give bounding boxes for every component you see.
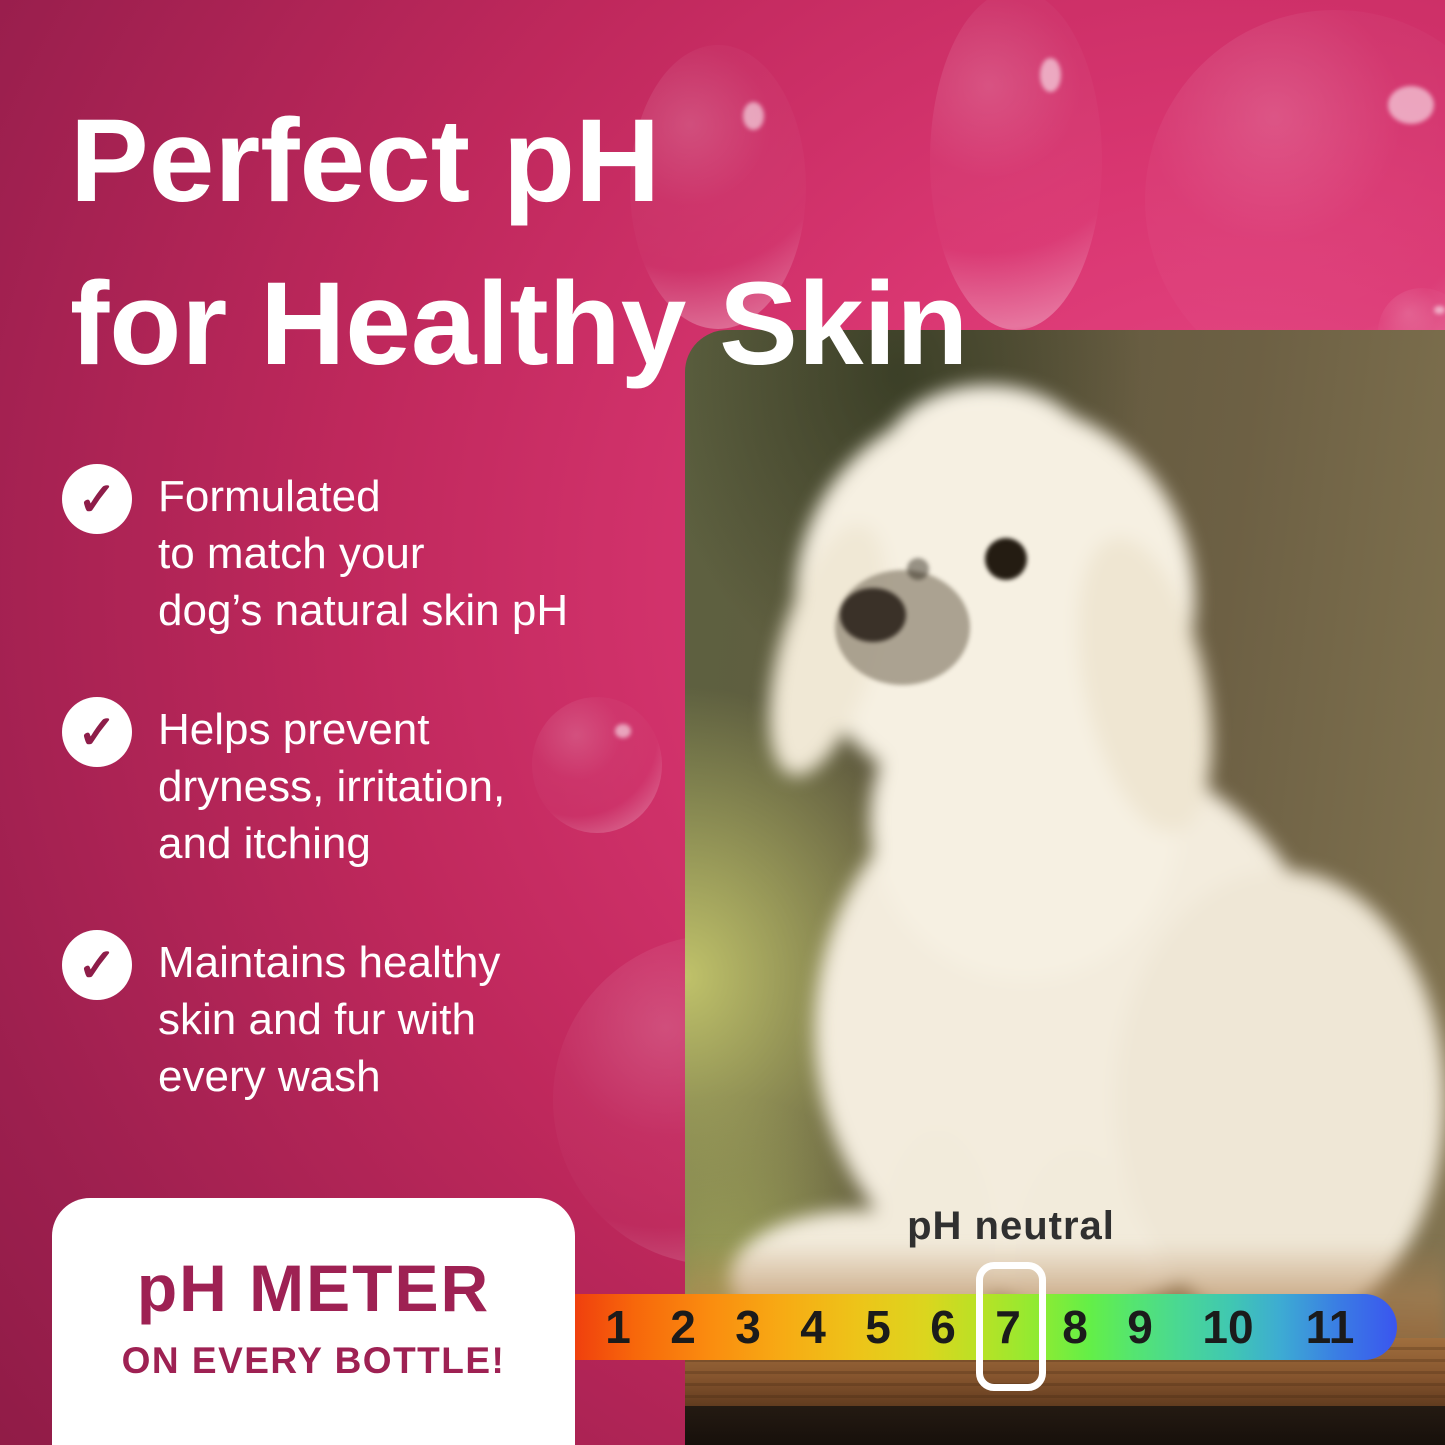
ph-scale-number: 8	[1062, 1301, 1088, 1353]
benefit-line: dryness, irritation,	[158, 762, 506, 811]
headline-line1: Perfect pH	[70, 95, 661, 227]
ph-scale-number: 10	[1202, 1301, 1254, 1353]
ph-scale-number: 11	[1305, 1301, 1355, 1353]
headline-line2: for Healthy Skin	[70, 258, 969, 390]
check-icon: ✓	[62, 464, 132, 534]
puppy-eye	[985, 538, 1027, 580]
ph-neutral-highlight-box	[976, 1262, 1046, 1391]
ph-scale-number: 7	[995, 1301, 1021, 1353]
ph-meter-badge: pH METER ON EVERY BOTTLE!	[52, 1198, 575, 1445]
badge-subtitle: ON EVERY BOTTLE!	[121, 1340, 506, 1381]
ph-scale-number: 3	[735, 1301, 761, 1353]
check-glyph: ✓	[77, 706, 117, 758]
ph-scale-number: 2	[670, 1301, 696, 1353]
bench-shadow-base	[685, 1406, 1445, 1445]
check-glyph: ✓	[77, 939, 117, 991]
benefit-line: Formulated	[158, 472, 381, 521]
check-icon: ✓	[62, 697, 132, 767]
ph-scale-number: 1	[605, 1301, 631, 1353]
puppy-face	[685, 330, 1445, 1445]
ph-neutral-label: pH neutral	[907, 1204, 1115, 1248]
benefit-line: Helps prevent	[158, 705, 430, 754]
benefit-line: every wash	[158, 1052, 381, 1101]
list-item: ✓ Formulated to match your dog’s natural…	[62, 462, 662, 639]
ph-scale-number: 9	[1127, 1301, 1153, 1353]
puppy-eye	[907, 558, 929, 580]
benefit-line: and itching	[158, 819, 371, 868]
puppy-nose	[840, 588, 906, 642]
benefit-line: to match your	[158, 529, 425, 578]
page-title: Perfect pH for Healthy Skin	[70, 80, 968, 406]
badge-title: pH METER	[136, 1251, 491, 1325]
benefit-line: Maintains healthy	[158, 938, 501, 987]
puppy-photo	[685, 330, 1445, 1445]
list-item: ✓ Maintains healthy skin and fur with ev…	[62, 928, 662, 1105]
ph-scale-number: 4	[800, 1301, 826, 1353]
check-glyph: ✓	[77, 473, 117, 525]
benefit-text: Maintains healthy skin and fur with ever…	[158, 928, 500, 1105]
list-item: ✓ Helps prevent dryness, irritation, and…	[62, 695, 662, 872]
benefit-line: dog’s natural skin pH	[158, 586, 569, 635]
ph-scale-number: 6	[930, 1301, 956, 1353]
benefit-text: Formulated to match your dog’s natural s…	[158, 462, 568, 639]
benefit-line: skin and fur with	[158, 995, 476, 1044]
benefit-list: ✓ Formulated to match your dog’s natural…	[62, 462, 662, 1161]
check-icon: ✓	[62, 930, 132, 1000]
ph-scale-number: 5	[865, 1301, 891, 1353]
benefit-text: Helps prevent dryness, irritation, and i…	[158, 695, 505, 872]
